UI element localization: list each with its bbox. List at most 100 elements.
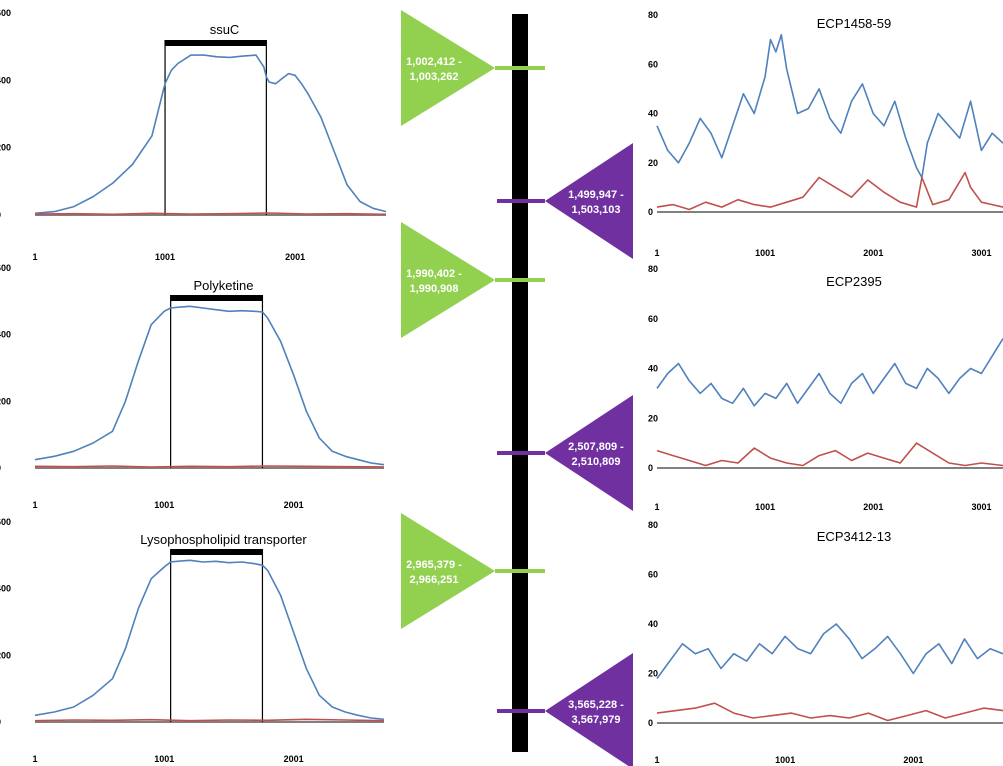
x-tick-label: 2001 [284,754,304,764]
x-tick-label: 1 [32,500,37,510]
series-line-red [34,718,385,722]
chart-title: ECP3412-13 [817,529,891,544]
genome-marker-5: 2,965,379 - 2,966,251 [401,513,545,629]
series-line-red [34,212,387,216]
y-tick-label: 0 [0,717,1,727]
marker-label-end: 1,003,262 [410,71,459,83]
x-tick-label: 1001 [755,248,775,258]
series-line-blue [34,54,387,215]
marker-label-start: 1,990,402 - [406,268,462,280]
x-tick-label: 1 [32,754,37,764]
y-tick-label: 40 [648,109,658,119]
x-tick-label: 1 [654,755,659,765]
chart-title: ECP2395 [826,274,882,289]
gene-region-bar [170,295,263,301]
x-tick-label: 2001 [863,502,883,512]
y-tick-label: 600 [0,263,11,273]
marker-label-start: 3,565,228 - [568,699,624,711]
x-tick-label: 1001 [154,754,174,764]
x-tick-label: 1001 [775,755,795,765]
x-tick-label: 1001 [154,500,174,510]
y-tick-label: 600 [0,517,11,527]
series-line-red [34,465,385,468]
marker-label-end: 1,503,103 [572,204,621,216]
x-tick-label: 3001 [971,248,991,258]
y-tick-label: 80 [648,520,658,530]
genome-marker-2: 1,499,947 - 1,503,103 [497,143,633,259]
series-line-red [656,171,1003,211]
series-line-blue [34,305,385,466]
series-line-blue [656,623,1003,679]
y-tick-label: 20 [648,158,658,168]
genome-marker-3: 1,990,402 - 1,990,908 [401,222,545,338]
chart-panel-6: 0 20 40 60 80 1 1001 2001 ECP3412-13 [648,520,1003,765]
y-tick-label: 600 [0,8,11,18]
chart-panel-2: 0 200 400 600 1 1001 2001 Polyketine [0,263,385,510]
y-tick-label: 60 [648,570,658,580]
y-tick-label: 400 [0,330,11,340]
chart-panel-1: 0 200 400 600 1 1001 2001 ssuC [0,8,387,262]
genome-bar [512,14,528,752]
green-triangle [401,513,495,629]
chart-panel-3: 0 200 400 600 1 1001 2001 Lysophospholipid tran… [0,517,385,764]
x-tick-label: 2001 [285,252,305,262]
chart-title: Lysophospholipid transporter [140,532,307,547]
y-tick-label: 0 [0,463,1,473]
marker-label-end: 2,510,809 [572,456,621,468]
purple-triangle [545,395,633,511]
green-triangle [401,10,495,126]
series-line-blue [34,559,385,721]
y-tick-label: 200 [0,396,11,406]
purple-triangle [545,143,633,259]
y-tick-label: 0 [648,207,653,217]
y-tick-label: 20 [648,413,658,423]
gene-region-bar [165,40,267,46]
chart-panel-4: 0 20 40 60 80 1 1001 2001 3001 ECP1458-59 [648,10,1003,258]
genome-marker-1: 1,002,412 - 1,003,262 [401,10,545,126]
chart-title: ECP1458-59 [817,16,891,31]
y-tick-label: 0 [648,718,653,728]
y-tick-label: 80 [648,10,658,20]
x-tick-label: 2001 [284,500,304,510]
marker-label-start: 2,507,809 - [568,441,624,453]
chart-panel-5: 0 20 40 60 80 1 1001 2001 3001 ECP2395 [648,264,1003,512]
x-tick-label: 1001 [755,502,775,512]
x-tick-label: 2001 [863,248,883,258]
marker-label-end: 2,966,251 [410,574,459,586]
x-tick-label: 1 [654,502,659,512]
y-tick-label: 40 [648,619,658,629]
series-line-red [656,442,1003,467]
series-line-blue [656,33,1003,179]
y-tick-label: 400 [0,584,11,594]
genome-marker-4: 2,507,809 - 2,510,809 [497,395,633,511]
y-tick-label: 200 [0,143,11,153]
y-tick-label: 60 [648,314,658,324]
series-line-red [656,702,1003,722]
chart-title: ssuC [210,22,240,37]
y-tick-label: 80 [648,264,658,274]
x-tick-label: 1 [32,252,37,262]
y-tick-label: 20 [648,669,658,679]
chart-title: Polyketine [194,278,254,293]
x-tick-label: 1 [654,248,659,258]
gene-region-bar [170,549,263,555]
y-tick-label: 0 [648,463,653,473]
x-tick-label: 3001 [971,502,991,512]
y-tick-label: 40 [648,364,658,374]
marker-label-start: 1,499,947 - [568,189,624,201]
marker-label-start: 2,965,379 - [406,559,462,571]
x-tick-label: 1001 [155,252,175,262]
green-triangle [401,222,495,338]
y-tick-label: 200 [0,650,11,660]
marker-label-end: 3,567,979 [572,714,621,726]
series-line-blue [656,338,1003,407]
marker-label-end: 1,990,908 [410,283,459,295]
y-tick-label: 0 [0,210,1,220]
genome-marker-6: 3,565,228 - 3,567,979 [497,653,633,766]
y-tick-label: 400 [0,75,11,85]
y-tick-label: 60 [648,59,658,69]
purple-triangle [545,653,633,766]
x-tick-label: 2001 [903,755,923,765]
marker-label-start: 1,002,412 - [406,56,462,68]
